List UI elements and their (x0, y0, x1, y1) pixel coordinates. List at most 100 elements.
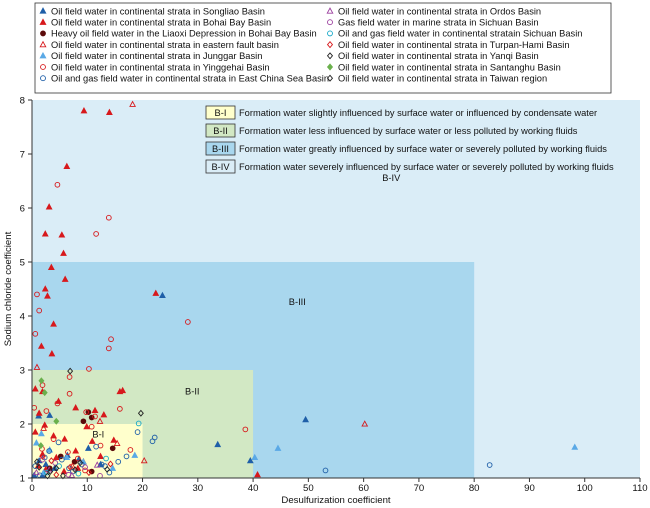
series-oil-field-water-in-continental-strata-in-taiwan-region (34, 458, 79, 480)
data-point (214, 440, 222, 448)
data-point (46, 448, 52, 454)
data-point (88, 468, 95, 475)
legend-marker-oil-field-water-in-continental-strata-in-ordos-basin (326, 7, 334, 14)
data-point (71, 458, 78, 465)
y-tick-label: 2 (20, 420, 25, 431)
data-point (47, 468, 54, 476)
data-point (159, 291, 166, 299)
data-point (57, 453, 64, 460)
data-point (91, 406, 99, 414)
data-point (185, 319, 191, 325)
data-point (65, 449, 71, 455)
data-point (251, 453, 259, 461)
legend-label: Oil field water in continental strata in… (51, 62, 270, 72)
data-point (80, 418, 87, 425)
y-tick-label: 7 (20, 150, 25, 161)
data-point (36, 307, 43, 314)
data-point (50, 320, 57, 327)
data-point (39, 456, 46, 463)
x-axis-label: Desulfurization coefficient (281, 495, 390, 506)
data-point (96, 417, 104, 424)
data-point (61, 435, 69, 442)
data-point (40, 424, 48, 431)
data-point (84, 444, 92, 451)
zone-legend-swatch (205, 123, 236, 138)
data-point (274, 444, 282, 451)
data-points (30, 100, 579, 480)
data-point (59, 472, 66, 480)
data-point (83, 409, 89, 415)
data-point (113, 439, 121, 446)
data-point (109, 445, 116, 452)
data-point (52, 453, 60, 461)
data-point (67, 463, 74, 471)
data-point (361, 420, 369, 427)
series-oil-field-water-in-continental-strata-in-bohai-bay-basin (31, 107, 261, 478)
zone-legend-text: Formation water greatly influenced by su… (239, 144, 607, 154)
data-point (77, 459, 84, 467)
zone-legend-text: Formation water less influenced by surfa… (239, 126, 578, 136)
x-tick-label: 110 (632, 483, 647, 494)
data-point (104, 465, 111, 473)
zone-label-b-iv: B-IV (382, 173, 401, 183)
data-point (60, 249, 67, 256)
data-point (44, 292, 51, 299)
data-point (35, 409, 43, 416)
y-axis-label: Sodium chloride coefficient (3, 231, 14, 346)
series-oil-field-water-in-continental-strata-in-junggar-basin (33, 429, 579, 476)
series-oil-field-water-in-continental-strata-in-yinggehai-basin (31, 181, 249, 474)
data-point (97, 452, 104, 459)
data-point (254, 471, 261, 478)
data-point (93, 231, 99, 237)
data-point (123, 453, 130, 460)
zone-legend: B-I Formation water slightly influenced b… (205, 105, 614, 174)
zone-legend-text: Formation water slightly influenced by s… (239, 108, 597, 118)
data-point (37, 442, 44, 450)
data-point (41, 389, 48, 397)
x-tick-label: 80 (469, 483, 480, 494)
data-point (83, 422, 91, 430)
data-point (61, 275, 69, 282)
zone-legend-code: B-III (212, 144, 229, 154)
data-point (37, 342, 45, 349)
legend-marker-oil-field-water-in-continental-strata-in-yanqi-basin (326, 52, 334, 60)
zone-legend-text: Formation water severely influenced by s… (239, 162, 614, 172)
legend-label: Oil field water in continental strata in… (338, 6, 541, 16)
data-point (33, 363, 41, 370)
legend-label: Oil field water in continental strata in… (51, 51, 262, 61)
legend-label: Oil and gas field water in continental s… (338, 29, 582, 39)
legend-label: Oil field water in continental strata in… (338, 51, 539, 61)
y-tick-label: 8 (20, 96, 25, 107)
data-point (85, 469, 92, 477)
legend-marker-oil-field-water-in-continental-strata-in-taiwan-region (326, 74, 334, 82)
axes (31, 100, 640, 479)
data-point (67, 367, 74, 375)
data-point (54, 181, 61, 188)
data-point (103, 455, 109, 462)
data-point (140, 456, 148, 464)
series-gas-field-water-in-marine-strata-in-sichuan-basin (39, 456, 103, 479)
x-tick-label: 70 (414, 483, 425, 494)
data-point (33, 468, 40, 476)
zone-legend-swatch (205, 141, 236, 156)
data-point (32, 330, 39, 337)
data-point (58, 231, 66, 238)
data-point (92, 413, 98, 420)
data-point (242, 426, 249, 433)
data-point (322, 467, 329, 474)
y-tick-label: 1 (20, 474, 25, 485)
data-point (45, 203, 53, 210)
y-tick-label: 5 (20, 258, 25, 269)
data-point (39, 452, 46, 460)
y-tick-label: 3 (20, 366, 25, 377)
data-point (108, 336, 114, 343)
zone-legend-swatch (205, 159, 236, 174)
data-point (105, 214, 112, 221)
data-point (47, 263, 55, 270)
data-point (53, 464, 60, 472)
data-point (93, 443, 99, 450)
data-point (105, 345, 112, 352)
data-point (34, 458, 40, 466)
data-point (129, 100, 137, 107)
x-tick-label: 60 (358, 483, 369, 494)
